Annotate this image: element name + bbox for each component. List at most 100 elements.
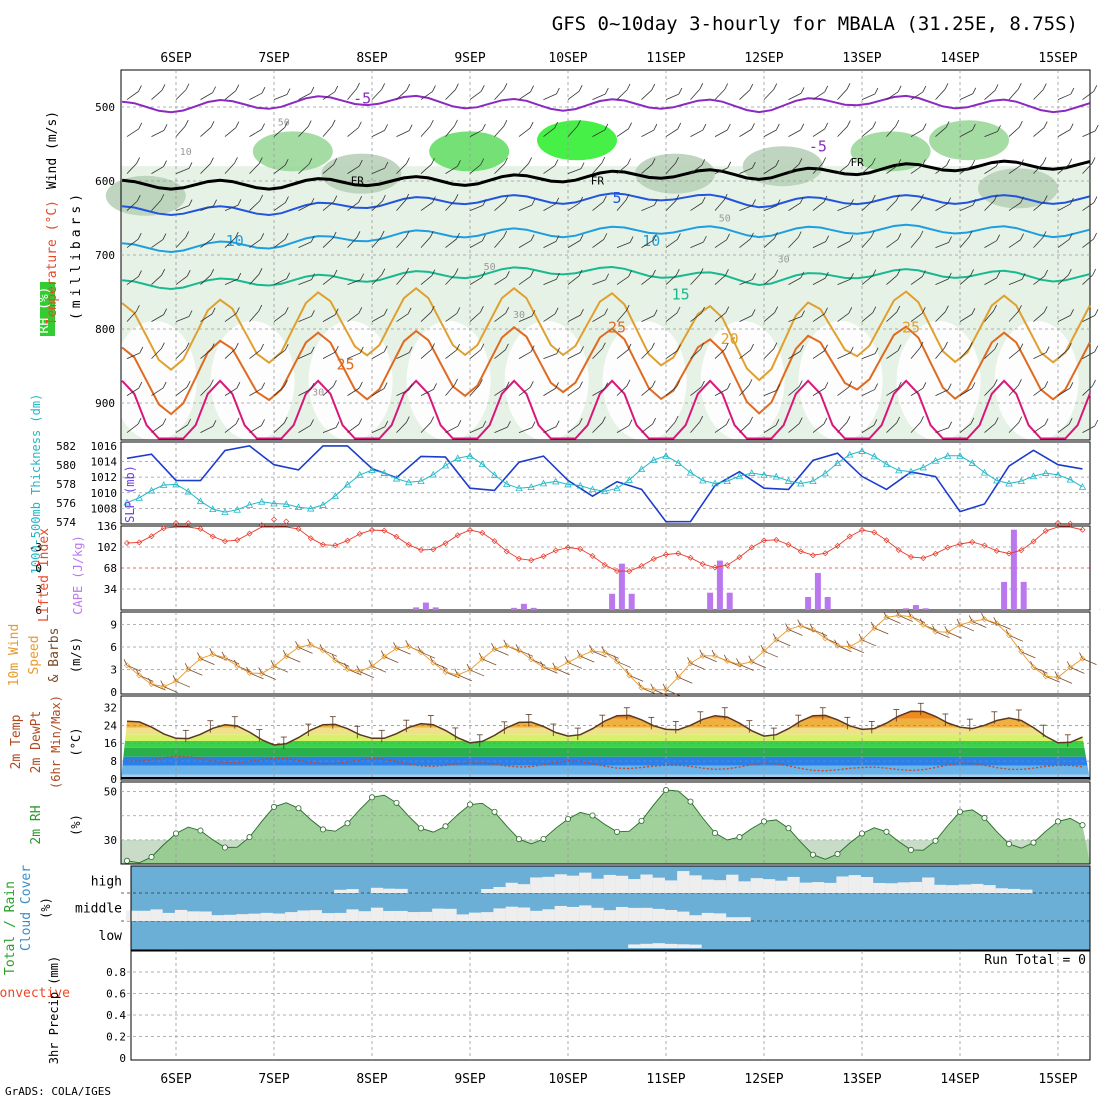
- wind-barb-flag: [774, 269, 779, 276]
- wind-barb: [665, 350, 678, 359]
- wind-barb: [445, 313, 458, 322]
- wind-barb-flag: [335, 421, 340, 428]
- wind-barb: [984, 385, 995, 396]
- wind-barb-flag: [848, 158, 852, 166]
- thickness-marker: [809, 477, 817, 485]
- wind-barb: [763, 312, 775, 322]
- wind-barb: [861, 236, 872, 248]
- wind-barb-flag: [1092, 379, 1096, 387]
- wind-barb: [126, 238, 139, 248]
- wind-barb-flag: [651, 158, 656, 165]
- cloud-bar: [909, 881, 923, 893]
- wind-barb-flag: [972, 199, 977, 206]
- wind-barb-flag: [531, 421, 536, 428]
- cloud-bar: [628, 944, 641, 948]
- wind-barb-flag: [1018, 305, 1022, 312]
- wind-barb-flag: [846, 120, 851, 127]
- wind-barb: [959, 347, 970, 359]
- thickness-tick: 578: [56, 478, 76, 491]
- wind-barb-flag: [564, 656, 569, 663]
- pressure-tick: 800: [95, 323, 115, 336]
- wind-barb-flag: [872, 306, 877, 313]
- wind-barb-flag: [677, 233, 681, 240]
- wind-barb: [188, 668, 203, 676]
- wind-barb-flag: [160, 194, 165, 201]
- wind-barb: [126, 423, 139, 433]
- wind-barb: [641, 315, 655, 322]
- wind-barb: [151, 314, 164, 322]
- wind-barb: [592, 279, 606, 285]
- wind-barb-flag: [919, 618, 924, 625]
- wind-barb: [812, 241, 826, 248]
- wind-barb: [543, 127, 555, 137]
- cape-tick: 34: [104, 583, 118, 596]
- rh-marker: [834, 851, 841, 858]
- wind-barb-flag: [752, 273, 756, 280]
- wind-barb-flag: [432, 85, 436, 92]
- cloud-frame: [130, 865, 1091, 951]
- contour-label: 30: [513, 310, 525, 321]
- wind-barb: [690, 348, 701, 359]
- wind-barb: [592, 239, 605, 248]
- wind-barb: [273, 202, 286, 211]
- rh-blob: [537, 120, 617, 161]
- wind-barb-flag: [261, 123, 265, 130]
- wind-barb: [861, 275, 874, 285]
- wind-barb-flag: [858, 633, 863, 641]
- li-marker: [871, 529, 878, 536]
- wind-barb: [910, 347, 921, 359]
- wind-barb: [972, 621, 987, 628]
- wind-barb: [445, 238, 457, 248]
- wind-barb-flag: [996, 271, 1001, 279]
- temp-label-1: 2m Temp: [9, 714, 24, 769]
- wind-barb-flag: [188, 199, 193, 206]
- wind-barb: [1057, 164, 1070, 174]
- cape-bar: [1020, 581, 1027, 610]
- wind-barb-flag: [160, 342, 165, 349]
- wind-barb-flag: [530, 85, 534, 92]
- wind-barb: [592, 650, 607, 658]
- wind-barb: [1008, 311, 1019, 322]
- li-marker: [344, 537, 351, 544]
- wind-barb-flag: [972, 87, 977, 94]
- wind-barb-flag: [848, 307, 853, 314]
- cloud-bar: [603, 874, 616, 893]
- rh-frame: [120, 781, 1091, 865]
- wind-barb: [665, 163, 676, 174]
- cloud-bar: [787, 876, 800, 893]
- upper-temp-label: Temperature (°C): [45, 200, 60, 325]
- date-label: 14SEP: [940, 51, 979, 66]
- thickness-marker: [490, 471, 499, 478]
- wind-barb-flag: [1070, 309, 1074, 316]
- wind-barb: [959, 204, 974, 211]
- wind-barb: [861, 353, 876, 359]
- wind-barb-flag: [579, 234, 584, 241]
- cloud-label: Cloud Cover: [19, 865, 34, 951]
- wind-barb: [518, 427, 533, 433]
- wind-barb-flag: [186, 270, 191, 277]
- wind-barb: [959, 388, 973, 396]
- wind-barb: [1008, 279, 1023, 285]
- li-marker: [307, 535, 314, 542]
- rh-marker: [761, 818, 768, 825]
- wind-barb: [567, 423, 580, 433]
- wind-barb-flag: [456, 343, 460, 351]
- wind-barb: [616, 242, 631, 248]
- cloud-bar: [640, 874, 653, 893]
- cloud-bar: [836, 876, 849, 893]
- wind-barb: [249, 129, 262, 137]
- precip-tick: 0: [119, 1052, 126, 1065]
- wind-barb: [665, 93, 680, 100]
- wind-barb: [910, 165, 923, 174]
- wind-barb: [469, 384, 480, 396]
- wind-barb-flag: [258, 268, 263, 275]
- li-marker: [528, 557, 535, 564]
- wind-barb: [494, 163, 505, 174]
- cloud-level-label: low: [99, 929, 123, 944]
- rh-marker: [638, 817, 645, 824]
- li-marker: [859, 527, 865, 534]
- wind-barb: [984, 277, 997, 285]
- wind-barb-flag: [946, 158, 951, 166]
- wind-barb-flag: [726, 418, 730, 425]
- wind-barb: [347, 127, 359, 137]
